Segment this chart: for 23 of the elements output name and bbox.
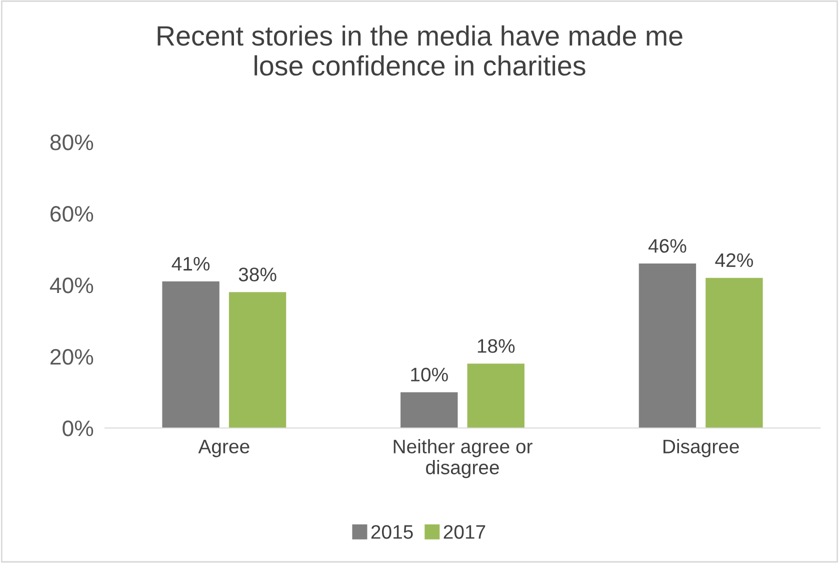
y-tick-label: 80% xyxy=(50,134,94,150)
data-label: 41% xyxy=(172,256,210,271)
bar xyxy=(400,392,458,428)
x-tick-label: Disagree xyxy=(664,439,739,458)
y-tick-label: 0% xyxy=(62,420,94,436)
bar xyxy=(467,364,524,428)
chart-title: Recent stories in the media have made me lose confidence in charities xyxy=(158,25,682,76)
data-label: 10% xyxy=(411,368,448,382)
bar xyxy=(638,264,696,428)
x-tick-label: Neither agree or disagree xyxy=(394,439,532,478)
data-label: 46% xyxy=(648,238,686,253)
bar xyxy=(228,292,286,428)
data-label: 38% xyxy=(238,268,276,282)
bar xyxy=(162,281,220,428)
y-tick-label: 60% xyxy=(50,206,94,222)
x-tick-label: Agree xyxy=(198,440,250,458)
data-label: 42% xyxy=(715,253,753,267)
bar xyxy=(706,278,763,428)
y-tick-label: 40% xyxy=(50,278,94,294)
legend-label: 2017 xyxy=(444,525,486,539)
y-tick-label: 20% xyxy=(50,349,94,365)
data-label: 18% xyxy=(478,339,515,353)
legend-label: 2015 xyxy=(371,525,413,539)
